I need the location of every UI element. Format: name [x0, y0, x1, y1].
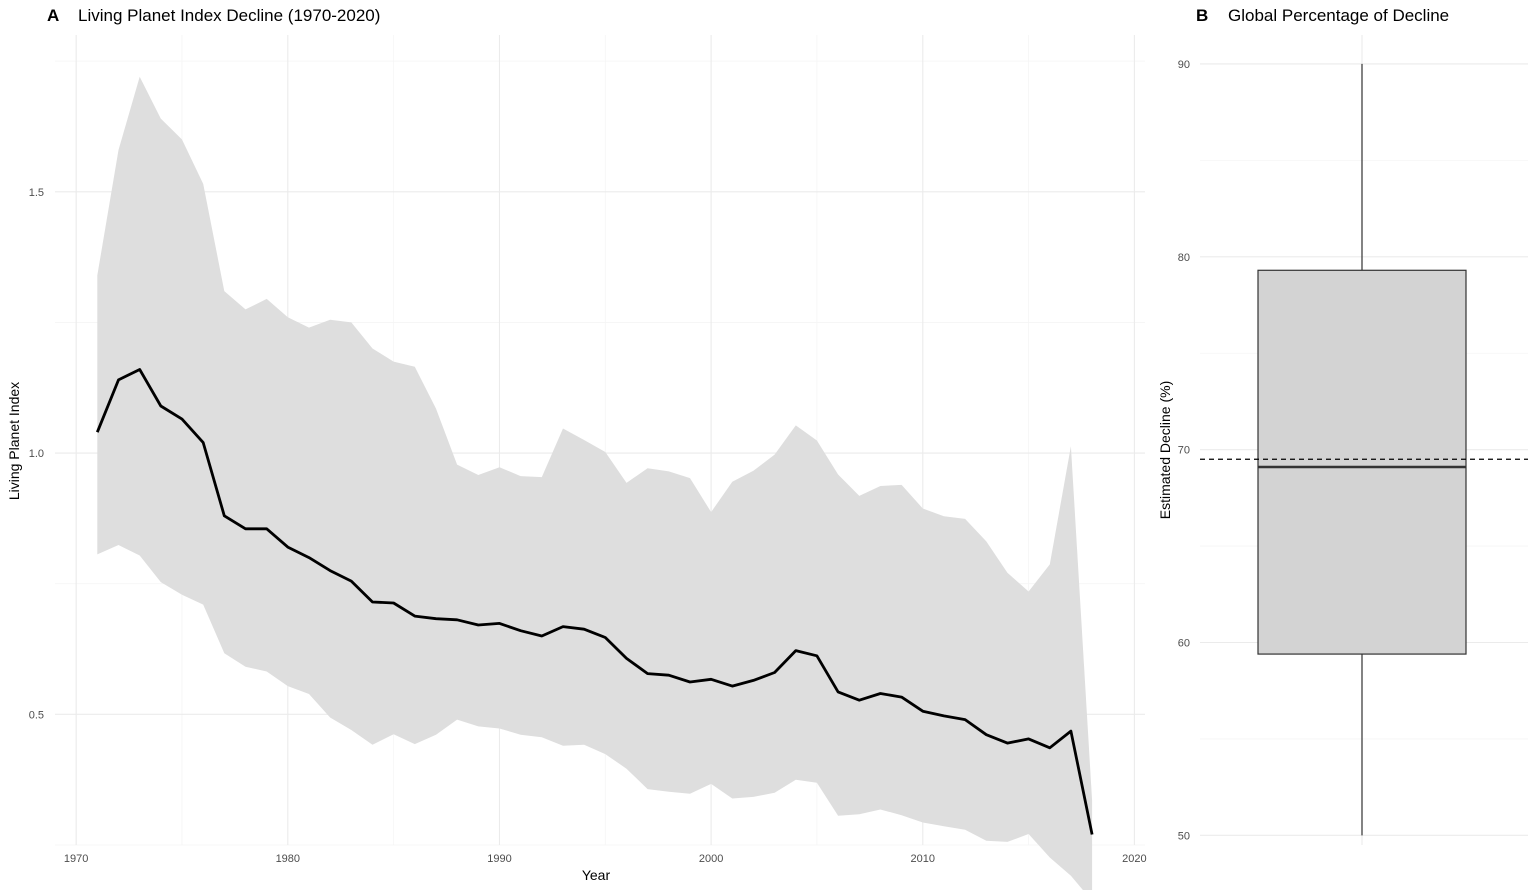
x-tick-label: 2000	[699, 853, 723, 865]
x-tick-label: 2010	[911, 853, 935, 865]
panel-b: B Global Percentage of Decline 50 60 70 80 9…	[1157, 6, 1528, 845]
decline-boxplot	[1257, 63, 1467, 836]
x-tick-label: 2020	[1122, 853, 1146, 865]
panel-a-x-ticks: 1970 1980 1990 2000 2010 2020	[64, 853, 1147, 865]
panel-b-y-ticks: 50 60 70 80 90	[1178, 59, 1190, 842]
panel-a-y-ticks: 0.5 1.0 1.5	[29, 187, 44, 722]
y-tick-label: 50	[1178, 830, 1190, 842]
y-tick-label: 90	[1178, 59, 1190, 71]
y-tick-label: 80	[1178, 252, 1190, 264]
y-tick-label: 0.5	[29, 709, 44, 721]
y-tick-label: 70	[1178, 445, 1190, 457]
panel-b-y-axis-title: Estimated Decline (%)	[1157, 381, 1173, 520]
lpi-line	[96, 368, 1094, 835]
x-tick-label: 1980	[276, 853, 300, 865]
y-tick-label: 1.0	[29, 448, 44, 460]
panel-b-title: Global Percentage of Decline	[1228, 6, 1449, 25]
panel-a-tag: A	[47, 6, 59, 25]
x-tick-label: 1990	[487, 853, 511, 865]
panel-a-title: Living Planet Index Decline (1970-2020)	[78, 6, 380, 25]
iqr-box	[1257, 269, 1467, 655]
y-tick-label: 60	[1178, 638, 1190, 650]
panel-a: A Living Planet Index Decline (1970-2020…	[6, 6, 1147, 890]
panel-b-tag: B	[1196, 6, 1208, 25]
confidence-band	[97, 76, 1093, 890]
panel-a-x-axis-title: Year	[582, 867, 611, 883]
panel-a-y-axis-title: Living Planet Index	[6, 382, 22, 500]
x-tick-label: 1970	[64, 853, 88, 865]
y-tick-label: 1.5	[29, 187, 44, 199]
